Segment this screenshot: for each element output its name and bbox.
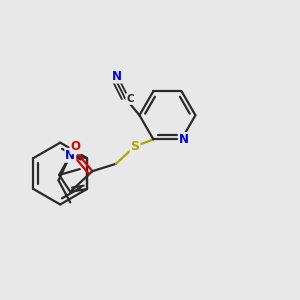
Text: O: O — [70, 140, 81, 153]
Text: C: C — [126, 94, 134, 104]
Text: N: N — [179, 133, 189, 146]
Text: S: S — [130, 140, 140, 153]
Text: N: N — [65, 149, 75, 162]
Text: N: N — [112, 70, 122, 83]
